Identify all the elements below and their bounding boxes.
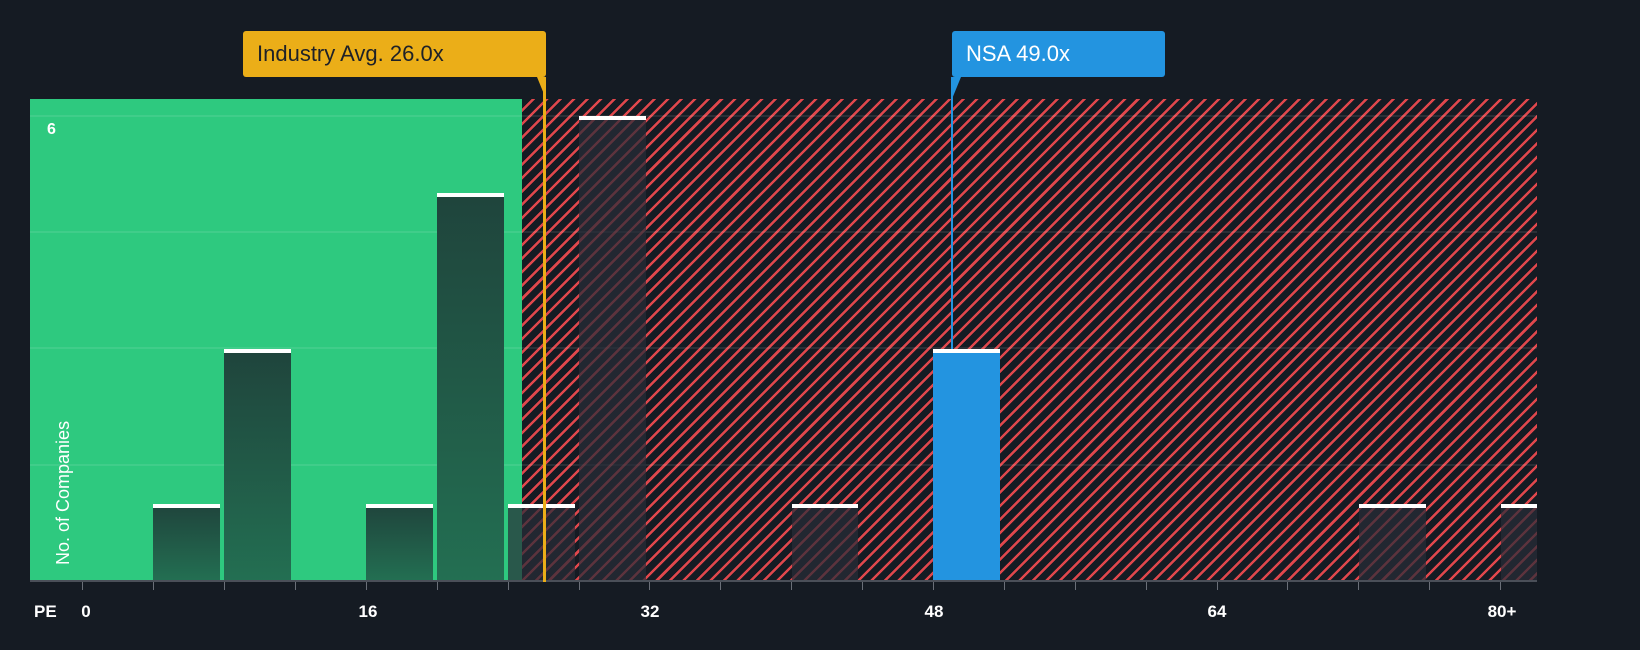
x-tick-label: 32 (640, 602, 660, 621)
industry-average-line (543, 77, 546, 582)
x-tick (1146, 582, 1147, 590)
x-tick (862, 582, 863, 590)
histogram-bar[interactable] (1501, 504, 1537, 581)
x-tick (791, 582, 792, 590)
x-tick (508, 582, 509, 590)
nsa-callout-pointer (952, 77, 961, 99)
histogram-bar[interactable] (437, 193, 504, 581)
chart-plot-area (30, 99, 1537, 581)
x-tick (366, 582, 367, 590)
x-tick (295, 582, 296, 590)
x-tick (720, 582, 721, 590)
x-tick (579, 582, 580, 590)
x-tick (1429, 582, 1430, 590)
gridline (30, 347, 1537, 349)
x-axis-prefix: PE (34, 602, 57, 621)
histogram-bar[interactable] (153, 504, 220, 581)
x-tick (1287, 582, 1288, 590)
above-average-zone (522, 99, 1537, 581)
x-tick-label: 0 (81, 602, 91, 621)
histogram-bar[interactable] (579, 116, 646, 581)
histogram-bar[interactable] (508, 504, 575, 581)
x-tick (1217, 582, 1218, 590)
gridline (30, 115, 1537, 117)
x-tick-label: 16 (358, 602, 378, 621)
histogram-bar[interactable] (792, 504, 858, 581)
y-axis-title: No. of Companies (53, 420, 73, 565)
industry-average-callout: Industry Avg. 26.0x (243, 31, 546, 77)
x-tick (1004, 582, 1005, 590)
gridline (30, 231, 1537, 233)
histogram-bar[interactable] (224, 349, 291, 581)
x-tick-label: 48 (924, 602, 944, 621)
x-tick (153, 582, 154, 590)
x-tick-label: 80+ (1487, 602, 1517, 621)
gridline (30, 464, 1537, 466)
x-tick (224, 582, 225, 590)
y-axis-tick-label: 6 (47, 121, 56, 138)
x-axis-line (30, 580, 1537, 582)
x-tick (82, 582, 83, 590)
x-tick-label: 64 (1207, 602, 1227, 621)
industry-callout-pointer (537, 77, 546, 99)
x-tick (437, 582, 438, 590)
x-tick (1358, 582, 1359, 590)
nsa-histogram-bar[interactable] (933, 349, 1000, 581)
x-tick (1500, 582, 1501, 590)
histogram-bar[interactable] (1359, 504, 1426, 581)
x-tick (1075, 582, 1076, 590)
nsa-callout: NSA 49.0x (952, 31, 1165, 77)
x-tick (649, 582, 650, 590)
x-tick (933, 582, 934, 590)
nsa-marker-line (951, 77, 953, 349)
histogram-bar[interactable] (366, 504, 433, 581)
